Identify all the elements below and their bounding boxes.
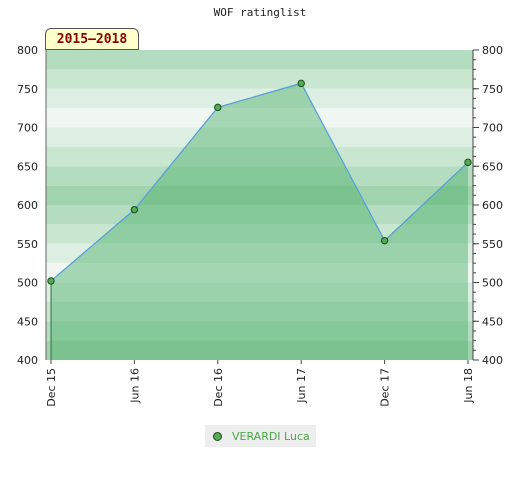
y-tick-label-left: 400	[17, 354, 38, 367]
data-point	[214, 103, 222, 112]
background-bands	[46, 50, 473, 360]
data-points	[47, 79, 472, 285]
series-area	[51, 83, 468, 360]
date-range-text: 2015–2018	[56, 31, 128, 47]
data-point	[464, 158, 472, 167]
area-layer	[50, 82, 469, 360]
y-tick-label-left: 550	[17, 238, 38, 251]
grid-band	[46, 127, 473, 147]
grid-band	[46, 166, 473, 186]
y-tick-label-right: 800	[482, 44, 503, 57]
data-point	[47, 277, 55, 285]
data-point	[380, 236, 389, 245]
grid-band	[46, 205, 473, 225]
y-tick-label-left: 650	[17, 160, 38, 173]
x-tick-label: Dec 17	[379, 368, 392, 407]
chart-title: WOF ratinglist	[214, 6, 307, 19]
y-tick-label-left: 800	[17, 44, 38, 57]
grid-band	[46, 243, 473, 264]
grid-band	[46, 301, 473, 322]
grid-band	[46, 69, 473, 89]
date-range-label: 2015–2018	[45, 28, 139, 50]
y-tick-label-left: 750	[17, 83, 38, 96]
y-tick-label-right: 750	[482, 83, 503, 96]
y-tick-label-left: 450	[17, 315, 38, 328]
x-tick-label: Dec 16	[212, 368, 225, 407]
y-tick-label-right: 700	[482, 122, 503, 135]
grid-band	[46, 185, 473, 205]
grid-band	[46, 108, 473, 128]
x-tick-label: Jun 17	[295, 368, 308, 404]
legend[interactable]: VERARDI Luca	[205, 425, 316, 447]
y-tick-label-right: 550	[482, 238, 503, 251]
axes: 400 400 450 450 500 500 550 550 600 600 650 650 700 7…	[17, 44, 503, 407]
grid-band	[46, 50, 473, 70]
y-tick-label-left: 700	[17, 122, 38, 135]
grid-band	[46, 282, 473, 302]
x-tick-label: Dec 15	[45, 368, 58, 407]
y-tick-label-right: 650	[482, 160, 503, 173]
x-tick-label: Jun 18	[462, 368, 475, 404]
grid-band	[46, 321, 473, 341]
legend-marker-icon	[213, 431, 222, 441]
y-tick-label-left: 500	[17, 277, 38, 290]
grid-band	[46, 224, 473, 244]
y-tick-label-left: 600	[17, 199, 38, 212]
grid-band	[46, 88, 473, 109]
data-point	[297, 79, 305, 88]
data-point	[130, 205, 139, 214]
y-tick-label-right: 500	[482, 277, 503, 290]
grid-band	[46, 340, 473, 360]
legend-label: VERARDI Luca	[232, 429, 310, 443]
y-tick-label-right: 400	[482, 354, 503, 367]
grid-band	[46, 146, 473, 167]
x-tick-label: Jun 16	[128, 368, 141, 404]
series-line	[50, 82, 469, 282]
y-tick-label-right: 450	[482, 315, 503, 328]
grid-band	[46, 263, 473, 283]
y-tick-label-right: 600	[482, 199, 503, 212]
